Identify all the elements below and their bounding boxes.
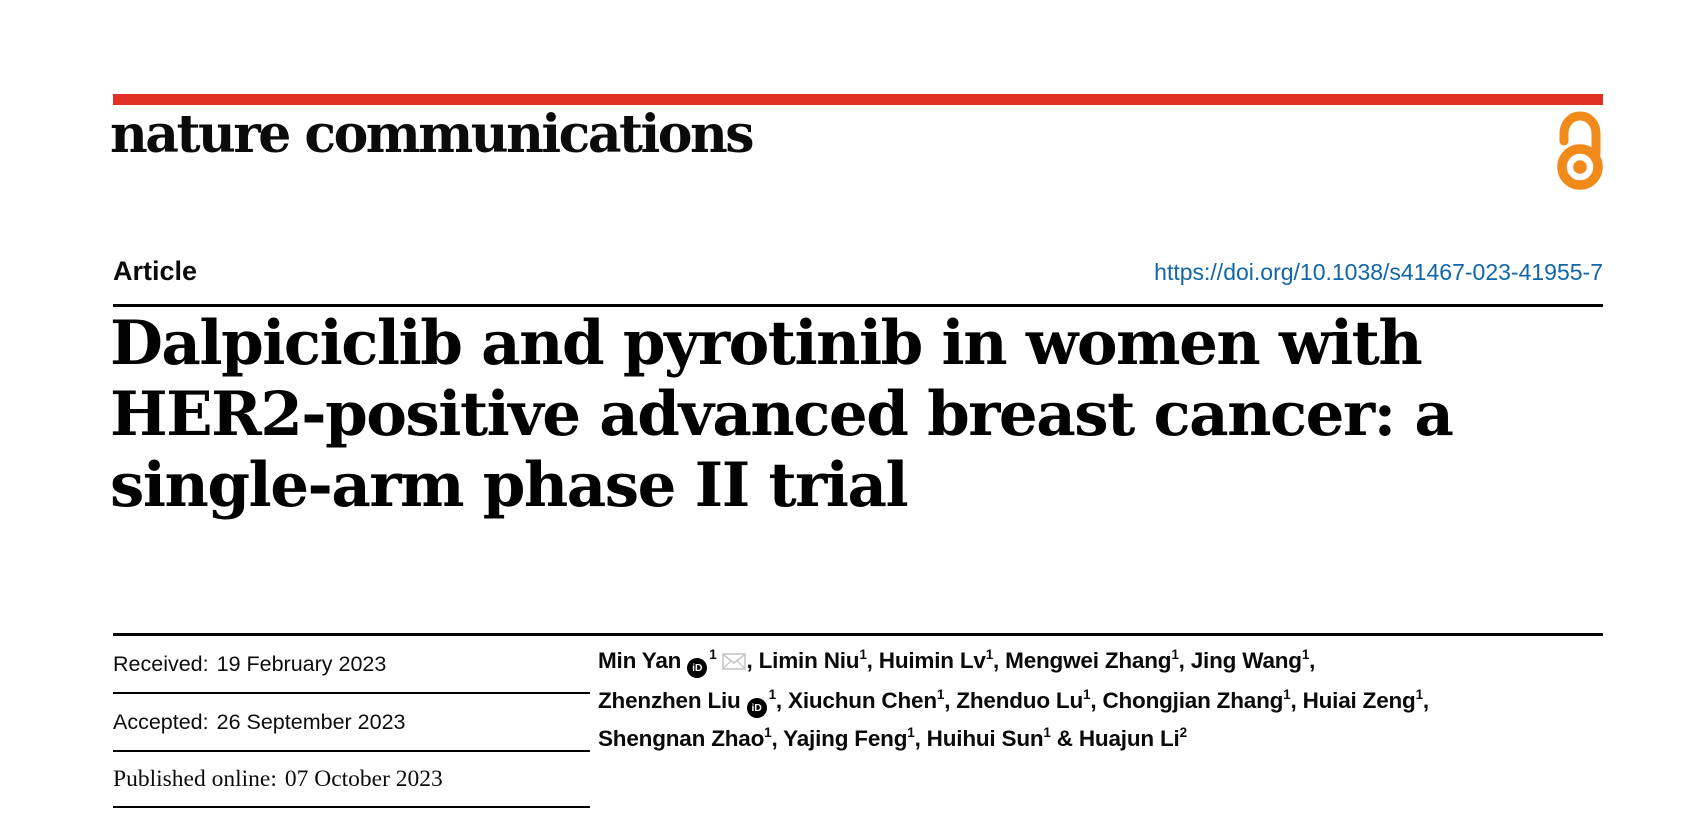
author-name: Chongjian Zhang [1102,688,1284,713]
author-name: Mengwei Zhang [1005,648,1172,673]
author-name: Huajun Li [1078,726,1180,751]
affiliation-superscript: 1 [764,725,772,740]
author-separator: , [1178,648,1191,673]
accepted-value: 26 September 2023 [216,709,406,734]
affiliation-superscript: 1 [985,647,994,662]
accepted-date-row: Accepted: 26 September 2023 [113,694,590,752]
published-value: 07 October 2023 [284,765,443,792]
article-type-label: Article [113,256,198,286]
author-name: Shengnan Zhao [598,726,765,751]
author-separator: , [866,648,879,673]
affiliation-superscript: 1 [907,725,915,740]
author-name: Xiuchun Chen [788,688,937,713]
author-line: Min Yan iD1, Limin Niu1, Huimin Lv1, Meng… [598,642,1608,682]
metadata-top-rule [113,633,1603,636]
author-line: Zhenzhen Liu iD1, Xiuchun Chen1, Zhenduo … [598,682,1608,720]
author-name: Jing Wang [1190,648,1302,673]
author-separator: , [1309,648,1316,673]
title-line: single-arm phase II trial [110,450,909,521]
author-separator: , [914,726,927,751]
orcid-icon[interactable]: iD [687,658,708,679]
affiliation-superscript: 1 [1301,647,1310,662]
title-top-rule [113,304,1603,307]
published-label: Published online: [113,765,277,792]
author-name: Huihui Sun [926,726,1044,751]
author-separator: , [1090,688,1103,713]
received-value: 19 February 2023 [216,651,387,676]
author-separator: & [1050,726,1079,751]
affiliation-superscript: 1 [1415,687,1424,702]
received-date-row: Received: 19 February 2023 [113,636,590,694]
open-access-icon [1555,110,1603,190]
title-line: HER2-positive advanced breast cancer: a [110,379,1454,450]
received-label: Received: [113,651,209,676]
author-lines: Min Yan iD1, Limin Niu1, Huimin Lv1, Meng… [598,642,1608,758]
affiliation-superscript: 1 [1083,687,1091,702]
article-meta-row: Article https://doi.org/10.1038/s41467-0… [113,256,1603,287]
affiliation-superscript: 1 [709,647,717,662]
author-name: Min Yan [598,648,682,673]
published-date-row: Published online: 07 October 2023 [113,752,590,808]
article-title: Dalpiciclib and pyrotinib in women with … [110,308,1610,521]
author-separator: , [1290,688,1303,713]
accepted-label: Accepted: [113,709,209,734]
affiliation-superscript: 1 [859,647,867,662]
author-separator: , [775,688,789,713]
author-separator: , [1422,688,1429,713]
journal-wordmark: nature communications [110,104,755,165]
affiliation-superscript: 1 [1043,725,1051,740]
orcid-icon[interactable]: iD [746,698,767,719]
author-line: Shengnan Zhao1, Yajing Feng1, Huihui Sun… [598,720,1608,758]
author-separator: , [944,688,957,713]
affiliation-superscript: 2 [1179,725,1188,740]
journal-brand-bar [113,94,1603,105]
author-name: Yajing Feng [783,726,908,751]
affiliation-superscript: 1 [936,687,945,702]
affiliation-superscript: 1 [1283,687,1291,702]
author-separator: , [746,648,759,673]
author-name: Limin Niu [758,648,860,673]
author-separator: , [993,648,1006,673]
author-name: Huimin Lv [878,648,986,673]
author-name: Huiai Zeng [1302,688,1416,713]
affiliation-superscript: 1 [768,687,777,702]
title-line: Dalpiciclib and pyrotinib in women with [110,308,1423,379]
email-envelope-icon[interactable] [721,644,746,682]
doi-link[interactable]: https://doi.org/10.1038/s41467-023-41955… [1154,259,1603,285]
author-name: Zhenduo Lu [956,688,1084,713]
author-separator: , [771,726,784,751]
article-history: Received: 19 February 2023 Accepted: 26 … [113,636,590,808]
affiliation-superscript: 1 [1171,647,1179,662]
author-name: Zhenzhen Liu [598,688,741,713]
